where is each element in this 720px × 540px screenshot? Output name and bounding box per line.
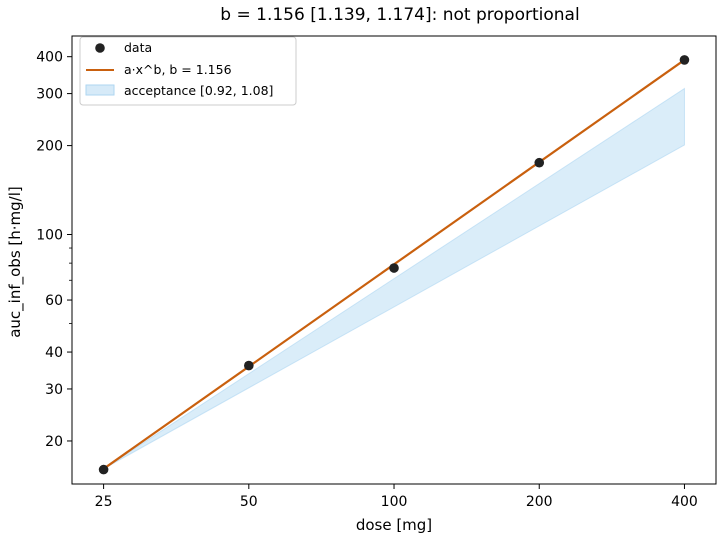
x-axis-label: dose [mg] — [356, 516, 432, 534]
y-tick-label: 300 — [36, 87, 63, 103]
y-tick-label: 40 — [45, 345, 63, 361]
y-tick-label: 20 — [45, 434, 63, 450]
data-point — [244, 360, 254, 371]
y-axis-ticks: 20 30 40 60 100 200 300 400 — [36, 50, 72, 450]
y-tick-label: 30 — [45, 382, 63, 398]
legend-label-acceptance-band: acceptance [0.92, 1.08] — [124, 83, 273, 98]
y-tick-label: 200 — [36, 139, 63, 155]
data-point — [98, 464, 109, 475]
acceptance-band — [103, 87, 685, 470]
data-point — [534, 157, 545, 168]
x-tick-label: 400 — [671, 494, 698, 510]
x-tick-label: 100 — [381, 494, 408, 510]
legend-label-data: data — [124, 40, 152, 55]
acceptance-band-layer — [103, 87, 685, 470]
y-axis-label: auc_inf_obs [h·mg/l] — [6, 186, 25, 338]
x-tick-label: 25 — [95, 494, 113, 510]
legend-marker-acceptance-band — [85, 84, 115, 96]
data-point — [679, 55, 690, 65]
chart-title: b = 1.156 [1.139, 1.174]: not proportion… — [220, 5, 579, 25]
legend-label-fit-line: a·x^b, b = 1.156 — [124, 62, 232, 77]
data-point — [389, 263, 399, 273]
legend-marker-data — [95, 43, 105, 53]
x-tick-label: 200 — [526, 494, 553, 510]
legend: data a·x^b, b = 1.156 acceptance [0.92, … — [79, 36, 297, 106]
legend-box — [79, 36, 297, 106]
x-tick-label: 50 — [240, 494, 258, 510]
x-axis-ticks: 25 50 100 200 400 — [95, 484, 698, 510]
y-tick-label: 400 — [36, 50, 63, 66]
data-points-layer — [98, 55, 690, 475]
y-tick-label: 100 — [36, 228, 63, 244]
y-tick-label: 60 — [45, 293, 63, 309]
